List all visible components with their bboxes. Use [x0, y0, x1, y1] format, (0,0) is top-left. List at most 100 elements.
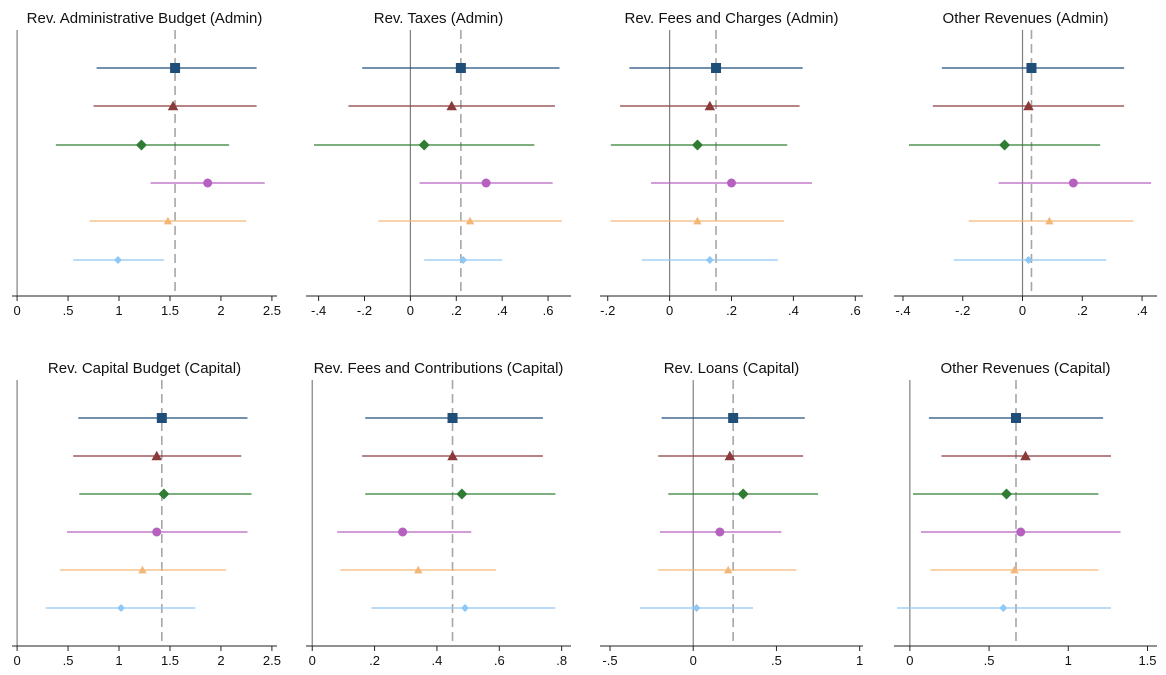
- x-tick-label: .5: [771, 653, 782, 668]
- x-tick-label: 1.5: [161, 653, 179, 668]
- point-marker-6: [705, 256, 714, 264]
- panel-title: Other Revenues (Admin): [943, 10, 1109, 27]
- point-marker-2: [167, 100, 179, 111]
- panel-title: Rev. Fees and Contributions (Capital): [314, 360, 564, 377]
- x-tick-label: -.2: [600, 303, 615, 318]
- point-marker-6: [999, 604, 1008, 612]
- x-tick-label: 2: [217, 303, 224, 318]
- x-tick-label: 0: [906, 653, 913, 668]
- panel-title: Rev. Loans (Capital): [664, 360, 800, 377]
- point-marker-1: [728, 413, 739, 423]
- point-marker-1: [156, 413, 167, 423]
- panel-title: Rev. Capital Budget (Capital): [48, 360, 241, 377]
- panel-2: Rev. Taxes (Admin) -.4 -.2 0 .2 .4 .6: [306, 10, 571, 318]
- x-tick-label: 0: [666, 303, 673, 318]
- x-tick-label: 1: [856, 653, 863, 668]
- panel-6: Rev. Fees and Contributions (Capital) 0 .2…: [306, 360, 571, 668]
- x-tick-label: 0: [13, 303, 20, 318]
- point-marker-4: [398, 527, 408, 537]
- point-marker-1: [1010, 413, 1021, 423]
- point-marker-6: [117, 604, 126, 612]
- point-marker-3: [418, 139, 430, 151]
- x-tick-label: .5: [984, 653, 995, 668]
- point-marker-6: [692, 604, 701, 612]
- x-tick-label: .4: [1137, 303, 1148, 318]
- x-tick-label: .2: [451, 303, 462, 318]
- x-tick-label: .4: [497, 303, 508, 318]
- x-tick-label: 0: [1019, 303, 1026, 318]
- point-marker-2: [151, 450, 162, 461]
- x-tick-label: .6: [850, 303, 861, 318]
- point-marker-4: [1068, 178, 1078, 188]
- panel-8: Other Revenues (Capital) 0 .5 1 1.5: [894, 360, 1157, 668]
- point-marker-5: [163, 216, 173, 225]
- x-tick-label: .6: [543, 303, 554, 318]
- x-tick-label: 1: [115, 653, 122, 668]
- point-marker-1: [447, 413, 458, 423]
- x-tick-label: 0: [407, 303, 414, 318]
- point-marker-2: [1020, 450, 1031, 461]
- point-marker-3: [135, 139, 147, 151]
- x-tick-label: -.2: [357, 303, 372, 318]
- point-marker-5: [465, 216, 475, 225]
- panel-5: Rev. Capital Budget (Capital) 0 .5 1 1.5 2 2.5: [12, 360, 281, 668]
- panel-title: Rev. Fees and Charges (Admin): [625, 10, 839, 27]
- x-tick-label: .4: [788, 303, 799, 318]
- x-tick-label: .4: [432, 653, 443, 668]
- point-marker-2: [724, 450, 736, 461]
- panel-1: Rev. Administrative Budget (Admin) 0 .5 1 1.…: [12, 10, 281, 318]
- point-marker-3: [456, 488, 468, 500]
- point-marker-4: [481, 178, 491, 188]
- point-marker-3: [1000, 488, 1012, 500]
- x-tick-label: -.4: [311, 303, 326, 318]
- point-marker-3: [691, 139, 703, 151]
- x-tick-label: 0: [309, 653, 316, 668]
- panel-title: Rev. Administrative Budget (Admin): [27, 10, 263, 27]
- point-marker-6: [1024, 256, 1033, 264]
- point-marker-1: [1026, 63, 1037, 73]
- point-marker-5: [1010, 565, 1019, 574]
- point-marker-1: [455, 63, 466, 73]
- panel-4: Other Revenues (Admin) -.4 -.2 0 .2 .4: [894, 10, 1157, 318]
- point-marker-1: [711, 63, 722, 73]
- point-marker-6: [461, 604, 469, 612]
- point-marker-3: [737, 488, 749, 500]
- point-marker-6: [459, 256, 468, 264]
- point-marker-2: [704, 100, 716, 111]
- x-tick-label: .5: [63, 303, 74, 318]
- point-marker-4: [1016, 527, 1026, 537]
- x-tick-label: .2: [369, 653, 380, 668]
- point-marker-4: [727, 178, 736, 188]
- x-tick-label: .5: [63, 653, 74, 668]
- point-marker-5: [693, 216, 702, 225]
- point-marker-5: [138, 565, 147, 574]
- x-tick-label: 2.5: [263, 653, 281, 668]
- x-tick-label: -.4: [895, 303, 910, 318]
- panel-7: Rev. Loans (Capital) -.5 0 .5 1: [600, 360, 863, 668]
- point-marker-5: [723, 565, 733, 574]
- point-marker-4: [715, 527, 725, 537]
- point-marker-2: [447, 450, 458, 461]
- x-tick-label: 1.5: [1138, 653, 1156, 668]
- x-tick-label: .2: [1077, 303, 1088, 318]
- x-tick-label: 1: [1065, 653, 1072, 668]
- point-marker-4: [203, 178, 213, 188]
- x-tick-label: 1.5: [161, 303, 179, 318]
- point-marker-2: [446, 100, 457, 111]
- panel-3: Rev. Fees and Charges (Admin) -.2 0 .2 .4 .6: [600, 10, 863, 318]
- panel-title: Other Revenues (Capital): [940, 360, 1110, 377]
- x-tick-label: .2: [726, 303, 737, 318]
- x-tick-label: 1: [115, 303, 122, 318]
- x-tick-label: .6: [494, 653, 505, 668]
- x-tick-label: 2.5: [263, 303, 281, 318]
- x-tick-label: -.2: [955, 303, 970, 318]
- point-marker-4: [152, 527, 162, 537]
- x-tick-label: 0: [690, 653, 697, 668]
- x-tick-label: -.5: [602, 653, 617, 668]
- x-tick-label: 2: [217, 653, 224, 668]
- point-marker-6: [114, 256, 122, 264]
- point-marker-3: [158, 488, 170, 500]
- point-marker-5: [1045, 216, 1054, 225]
- point-marker-5: [414, 565, 423, 574]
